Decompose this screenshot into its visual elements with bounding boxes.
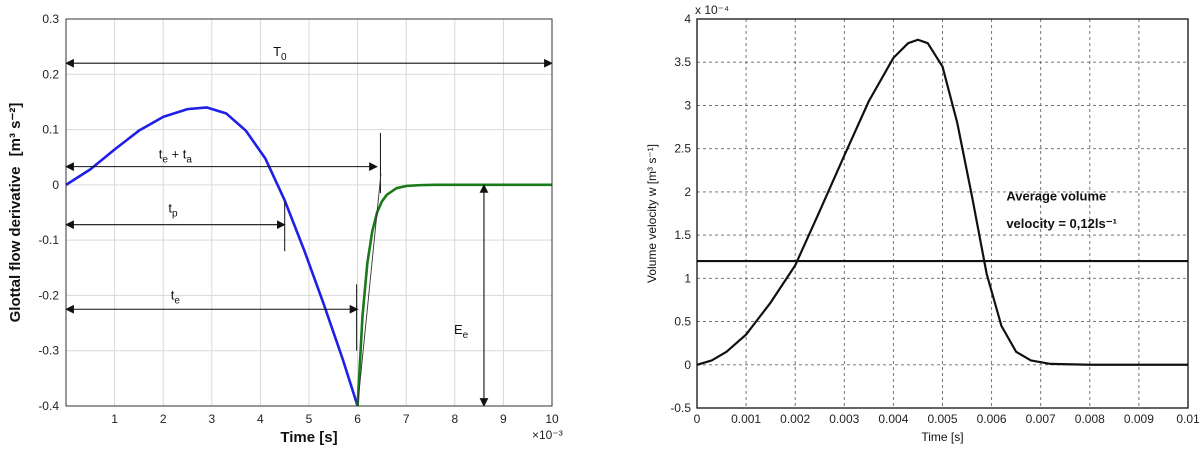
c1-te-ta-label-part: t <box>159 147 163 162</box>
c2-x-tick-0.008: 0.008 <box>1075 412 1105 426</box>
c2-series-line-0 <box>696 38 1188 366</box>
c1-x-tick-6: 6 <box>354 412 361 426</box>
c1-y-axis-label: Glottal flow derivative [m³ s⁻²] <box>7 103 24 323</box>
c1-x-tick-4: 4 <box>257 412 264 426</box>
c2-x-tick-0.002: 0.002 <box>780 412 810 426</box>
c1-y-axis-label-main: Glottal flow derivative <box>7 167 24 323</box>
c2-x-tick-0.01: 0.01 <box>1176 412 1200 426</box>
c1-series <box>65 106 552 407</box>
c2-x-tick-labels: 0 0.001 0.002 0.003 0.004 0.005 0.006 0.007 0.00… <box>694 412 1200 426</box>
c1-x-tick-10: 10 <box>545 412 559 426</box>
c1-x-axis-label: Time [s] <box>280 429 337 446</box>
c2-x-tick-0: 0 <box>694 412 701 426</box>
c1-T0-label-part: T <box>273 44 281 59</box>
c1-T0-label-part: 0 <box>281 52 287 63</box>
c1-Ee-label-part: e <box>463 330 469 341</box>
c1-tp-label-part: p <box>172 209 178 220</box>
c1-te-label-part: e <box>174 295 180 306</box>
c1-plot-frame <box>65 18 553 407</box>
c2-y-tick-0: 0 <box>684 358 691 372</box>
c2-y-tick-labels: -0.5 0 0.5 1 1.5 2 2.5 3 3.5 4 <box>670 12 691 415</box>
c2-y-tick-0.5: 0.5 <box>674 315 691 329</box>
c1-te-label-part: t <box>171 287 175 302</box>
c2-y-tick-3: 3 <box>684 98 691 112</box>
c1-x-tick-labels: 1 2 3 4 5 6 7 8 9 10 <box>111 412 559 426</box>
c1-y-tick-labels: -0.4 -0.3 -0.2 -0.1 0 0.1 0.2 0.3 <box>38 12 59 413</box>
c2-y-tick--0.5: -0.5 <box>670 401 691 415</box>
c2-y-axis-label: Volume velocity w [m³ s⁻¹] <box>645 144 659 283</box>
c2-x-tick-0.004: 0.004 <box>878 412 908 426</box>
c1-T0-label: T0 <box>273 44 287 63</box>
c2-x-tick-0.007: 0.007 <box>1026 412 1056 426</box>
c1-tangent-line <box>357 173 382 407</box>
c2-y-tick-3.5: 3.5 <box>674 55 691 69</box>
c1-y-tick-0: 0 <box>52 178 59 192</box>
c1-y-axis-label-units: [m³ s⁻²] <box>7 103 24 157</box>
c1-y-tick--0.3: -0.3 <box>38 344 59 358</box>
c1-tp-label: tp <box>168 201 178 220</box>
c2-x-axis-label: Time [s] <box>921 430 963 444</box>
c2-x-tick-0.001: 0.001 <box>731 412 761 426</box>
c1-grid <box>66 18 553 407</box>
c1-y-tick-0.1: 0.1 <box>42 123 59 137</box>
c1-te-ta-label-part: t <box>183 147 187 162</box>
c1-y-tick-0.3: 0.3 <box>42 12 59 26</box>
c1-y-tick-0.2: 0.2 <box>42 67 59 81</box>
c1-te-ta-label: te + ta <box>159 147 193 166</box>
c1-te-label: te <box>171 287 181 306</box>
c2-annotation-line2: velocity = 0,12ls⁻¹ <box>1006 216 1117 231</box>
c2-x-tick-0.009: 0.009 <box>1124 412 1154 426</box>
c1-te-ta-label-part: + <box>168 147 183 162</box>
c1-Ee-label: Ee <box>454 322 469 341</box>
c1-x-tick-5: 5 <box>306 412 313 426</box>
c1-x-tick-8: 8 <box>451 412 458 426</box>
c2-x-tick-0.005: 0.005 <box>927 412 957 426</box>
c2-y-multiplier: x 10⁻⁴ <box>695 3 729 17</box>
c2-y-tick-1.5: 1.5 <box>674 228 691 242</box>
c1-y-tick--0.4: -0.4 <box>38 399 59 413</box>
c2-y-tick-4: 4 <box>684 12 691 26</box>
c1-x-tick-1: 1 <box>111 412 118 426</box>
c2-annotation-line1: Average volume <box>1006 189 1106 204</box>
c1-y-tick--0.2: -0.2 <box>38 288 59 302</box>
c2-y-tick-2.5: 2.5 <box>674 142 691 156</box>
c1-x-tick-9: 9 <box>500 412 507 426</box>
c1-x-tick-2: 2 <box>160 412 167 426</box>
c1-x-tick-7: 7 <box>403 412 410 426</box>
c2-grid <box>696 18 1189 409</box>
c1-x-multiplier: ×10⁻³ <box>532 428 563 442</box>
c1-series-line-1 <box>356 183 552 407</box>
c2-series <box>696 38 1188 366</box>
c2-x-tick-0.006: 0.006 <box>977 412 1007 426</box>
c2-plot-frame <box>696 18 1189 409</box>
c1-y-tick--0.1: -0.1 <box>38 233 59 247</box>
volume-velocity-chart: 0 0.001 0.002 0.003 0.004 0.005 0.006 0.007 0.00… <box>645 3 1200 444</box>
c1-series-line-0 <box>65 106 359 407</box>
c2-y-tick-2: 2 <box>684 185 691 199</box>
c1-x-tick-3: 3 <box>208 412 215 426</box>
c1-tp-label-part: t <box>168 201 172 216</box>
c2-x-tick-0.003: 0.003 <box>829 412 859 426</box>
c1-Ee-label-part: E <box>454 322 463 337</box>
c1-te-ta-label-part: e <box>162 155 168 166</box>
c1-te-ta-label-part: a <box>186 155 192 166</box>
c2-y-tick-1: 1 <box>684 271 691 285</box>
